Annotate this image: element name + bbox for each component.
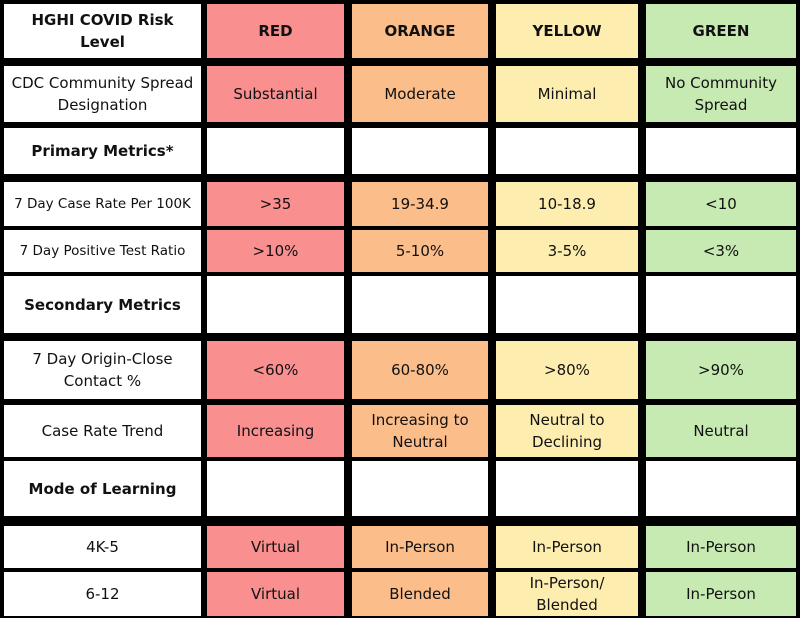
close-contact-yellow-cell: >80%	[496, 341, 638, 399]
mode-empty-cell	[496, 461, 638, 516]
case-rate-red: >35	[259, 195, 292, 213]
mode-empty-cell	[646, 461, 796, 516]
positive-ratio-red: >10%	[252, 242, 299, 260]
cdc-yellow: Minimal	[537, 85, 597, 103]
close-contact-red-cell: <60%	[207, 341, 344, 399]
positive-ratio-label-cell: 7 Day Positive Test Ratio	[4, 230, 201, 272]
header-orange: ORANGE	[384, 22, 456, 40]
grade-612-red-cell: Virtual	[207, 572, 344, 616]
positive-ratio-orange: 5-10%	[395, 242, 445, 260]
grade-4k5-label-cell: 4K-5	[4, 526, 201, 568]
header-green-cell: GREEN	[646, 4, 796, 58]
primary-empty-cell	[496, 128, 638, 174]
case-rate-red-cell: >35	[207, 182, 344, 226]
cdc-orange-cell: Moderate	[352, 66, 488, 122]
case-rate-green-cell: <10	[646, 182, 796, 226]
trend-yellow-cell: Neutral to Declining	[496, 405, 638, 457]
close-contact-label: 7 Day Origin-Close Contact %	[32, 350, 173, 390]
cdc-red: Substantial	[233, 85, 318, 103]
grade-4k5-red-cell: Virtual	[207, 526, 344, 568]
primary-empty-cell	[646, 128, 796, 174]
header-label-cell: HGHI COVID Risk Level	[4, 4, 201, 58]
mode-empty-cell	[207, 461, 344, 516]
cdc-red-cell: Substantial	[207, 66, 344, 122]
header-orange-cell: ORANGE	[352, 4, 488, 58]
close-contact-orange: 60-80%	[391, 361, 449, 379]
grade-4k5-red: Virtual	[250, 538, 300, 556]
close-contact-green-cell: >90%	[646, 341, 796, 399]
case-rate-label-cell: 7 Day Case Rate Per 100K	[4, 182, 201, 226]
primary-metrics-label-cell: Primary Metrics*	[4, 128, 201, 174]
grade-612-label-cell: 6-12	[4, 572, 201, 616]
close-contact-label-cell: 7 Day Origin-Close Contact %	[4, 341, 201, 399]
mode-of-learning-label: Mode of Learning	[28, 479, 177, 498]
cdc-yellow-cell: Minimal	[496, 66, 638, 122]
positive-ratio-green: <3%	[702, 242, 740, 260]
trend-label: Case Rate Trend	[41, 422, 164, 440]
primary-empty-cell	[207, 128, 344, 174]
secondary-empty-cell	[352, 276, 488, 333]
primary-metrics-label: Primary Metrics*	[31, 142, 174, 160]
grade-4k5-green: In-Person	[686, 538, 756, 556]
secondary-metrics-label-cell: Secondary Metrics	[4, 276, 201, 333]
grade-4k5-yellow-cell: In-Person	[496, 526, 638, 568]
header-yellow-cell: YELLOW	[496, 4, 638, 58]
grade-612-orange-cell: Blended	[352, 572, 488, 616]
secondary-empty-cell	[646, 276, 796, 333]
trend-orange: Increasing to Neutral	[371, 411, 469, 451]
trend-yellow: Neutral to Declining	[529, 411, 605, 451]
cdc-label: CDC Community Spread Designation	[11, 74, 194, 114]
grade-4k5-green-cell: In-Person	[646, 526, 796, 568]
header-red: RED	[258, 22, 293, 40]
grade-4k5-yellow: In-Person	[532, 538, 602, 556]
positive-ratio-orange-cell: 5-10%	[352, 230, 488, 272]
trend-orange-cell: Increasing to Neutral	[352, 405, 488, 457]
secondary-metrics-label: Secondary Metrics	[24, 295, 181, 314]
cdc-green-cell: No Community Spread	[646, 66, 796, 122]
positive-ratio-yellow-cell: 3-5%	[496, 230, 638, 272]
close-contact-red: <60%	[252, 361, 299, 379]
mode-of-learning-label-cell: Mode of Learning	[4, 461, 201, 516]
grade-612-green: In-Person	[686, 585, 756, 603]
positive-ratio-red-cell: >10%	[207, 230, 344, 272]
secondary-empty-cell	[496, 276, 638, 333]
grade-612-label: 6-12	[85, 585, 120, 603]
secondary-empty-cell	[207, 276, 344, 333]
case-rate-green: <10	[705, 195, 737, 213]
close-contact-green: >90%	[698, 361, 744, 379]
case-rate-yellow-cell: 10-18.9	[496, 182, 638, 226]
grade-612-yellow: In-Person/ Blended	[529, 574, 605, 614]
trend-red-cell: Increasing	[207, 405, 344, 457]
positive-ratio-yellow: 3-5%	[547, 242, 587, 260]
case-rate-orange: 19-34.9	[391, 195, 449, 213]
trend-red: Increasing	[236, 422, 315, 440]
header-green: GREEN	[692, 22, 750, 40]
cdc-orange: Moderate	[384, 85, 456, 103]
close-contact-yellow: >80%	[544, 361, 590, 379]
grade-4k5-orange-cell: In-Person	[352, 526, 488, 568]
grade-4k5-orange: In-Person	[385, 538, 455, 556]
cdc-label-cell: CDC Community Spread Designation	[4, 66, 201, 122]
case-rate-orange-cell: 19-34.9	[352, 182, 488, 226]
primary-empty-cell	[352, 128, 488, 174]
trend-label-cell: Case Rate Trend	[4, 405, 201, 457]
trend-green: Neutral	[693, 422, 749, 440]
case-rate-yellow: 10-18.9	[538, 195, 596, 213]
grade-612-orange: Blended	[389, 585, 451, 603]
cdc-green: No Community Spread	[665, 74, 777, 114]
grade-612-yellow-cell: In-Person/ Blended	[496, 572, 638, 616]
grade-612-green-cell: In-Person	[646, 572, 796, 616]
positive-ratio-green-cell: <3%	[646, 230, 796, 272]
header-red-cell: RED	[207, 4, 344, 58]
close-contact-orange-cell: 60-80%	[352, 341, 488, 399]
positive-ratio-label: 7 Day Positive Test Ratio	[19, 243, 186, 259]
grade-4k5-label: 4K-5	[86, 538, 119, 556]
grade-612-red: Virtual	[250, 585, 300, 603]
trend-green-cell: Neutral	[646, 405, 796, 457]
case-rate-label: 7 Day Case Rate Per 100K	[14, 196, 191, 212]
header-yellow: YELLOW	[532, 22, 602, 40]
header-label: HGHI COVID Risk Level	[31, 11, 174, 51]
mode-empty-cell	[352, 461, 488, 516]
